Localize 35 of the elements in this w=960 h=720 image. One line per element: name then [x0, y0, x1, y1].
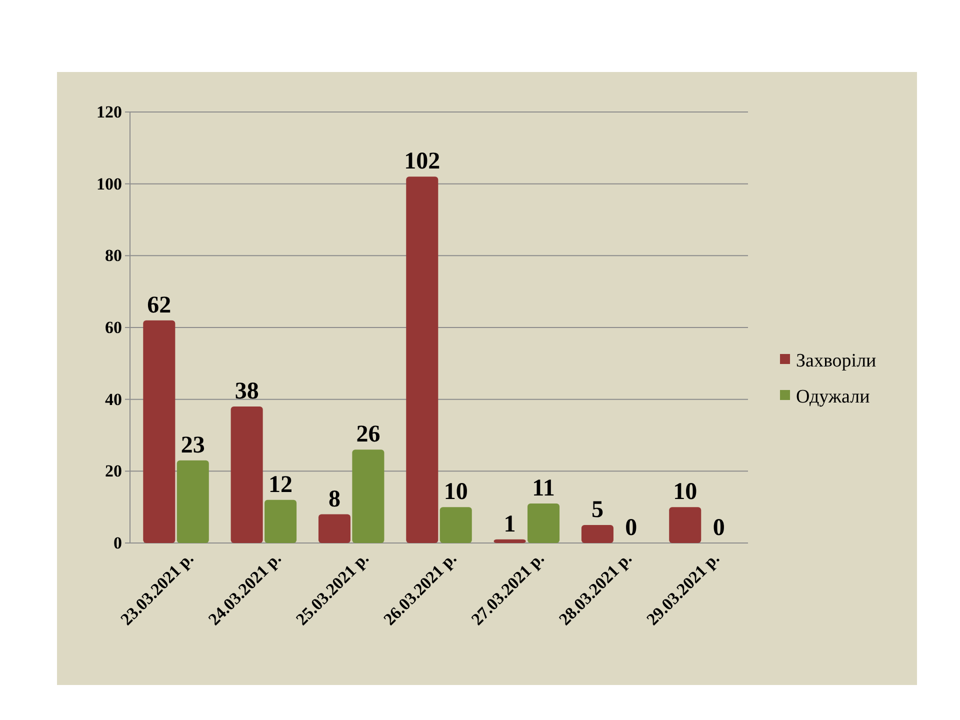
y-tick-label: 0	[114, 533, 122, 552]
data-label: 102	[404, 148, 440, 175]
data-label: 10	[673, 479, 698, 506]
data-label: 26	[356, 422, 380, 448]
data-label: 10	[444, 479, 468, 506]
data-label: 23	[180, 432, 205, 458]
data-label: 12	[268, 472, 293, 498]
data-label: 8	[328, 486, 340, 512]
bar	[318, 514, 350, 543]
data-label: 1	[504, 511, 516, 538]
bar	[440, 507, 472, 543]
y-tick-label: 20	[105, 462, 122, 481]
bar	[528, 503, 560, 543]
data-label: 11	[532, 475, 555, 502]
y-tick-label: 100	[96, 174, 122, 194]
legend-label: Захворіли	[796, 350, 876, 372]
data-label: 38	[234, 378, 259, 405]
bar	[143, 320, 176, 543]
y-tick-label: 60	[105, 318, 122, 337]
data-label: 5	[591, 497, 604, 524]
y-tick-label: 40	[105, 390, 122, 409]
data-label: 62	[147, 292, 172, 318]
bar	[230, 406, 263, 543]
bar	[581, 525, 614, 543]
y-tick-label: 80	[105, 246, 122, 266]
bar	[352, 450, 384, 543]
bar	[406, 176, 438, 543]
y-tick-label: 120	[96, 102, 122, 122]
bar	[669, 507, 702, 543]
bar	[264, 500, 297, 543]
bar	[494, 539, 526, 543]
legend-label: Одужали	[796, 386, 870, 408]
bar	[176, 460, 209, 543]
data-label: 0	[712, 515, 725, 541]
data-label: 0	[625, 515, 638, 541]
